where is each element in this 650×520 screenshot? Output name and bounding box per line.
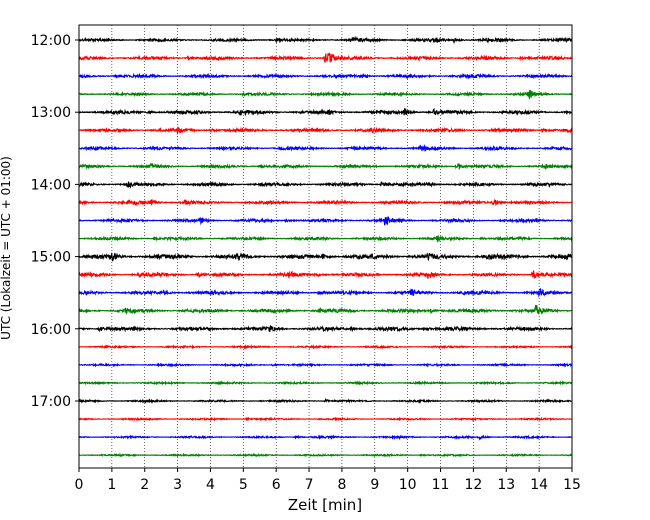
x-tick-label: 10 xyxy=(399,477,417,493)
x-tick-label: 15 xyxy=(563,477,581,493)
trace-1200 xyxy=(78,35,573,45)
x-tick-label: 3 xyxy=(173,477,182,493)
trace-1700 xyxy=(78,397,573,405)
y-tick-label: 16:00 xyxy=(31,322,71,338)
trace-1530 xyxy=(78,287,573,298)
trace-1345 xyxy=(78,162,573,171)
y-axis-label: UTC (Lokalzeit = UTC + 01:00) xyxy=(0,156,13,340)
trace-1415 xyxy=(78,198,573,207)
trace-1500 xyxy=(78,252,573,262)
y-tick-label: 14:00 xyxy=(31,177,71,193)
trace-1300 xyxy=(78,107,573,116)
trace-1215 xyxy=(78,52,573,63)
x-axis: 0 1 2 3 4 5 6 7 8 9 10 11 12 13 14 15 xyxy=(75,468,581,493)
trace-1730 xyxy=(78,434,573,441)
x-tick-label: 12 xyxy=(464,477,482,493)
trace-1745 xyxy=(78,452,573,458)
trace-1630 xyxy=(78,361,573,368)
x-tick-label: 8 xyxy=(337,477,346,493)
trace-1615 xyxy=(78,343,573,350)
plot-frame xyxy=(78,24,573,469)
x-tick-label: 6 xyxy=(272,477,281,493)
trace-1430 xyxy=(78,215,573,226)
x-tick-label: 4 xyxy=(206,477,215,493)
x-tick-label: 5 xyxy=(239,477,248,493)
trace-1245 xyxy=(78,90,573,100)
x-tick-label: 1 xyxy=(107,477,116,493)
y-tick-label: 12:00 xyxy=(31,33,71,49)
trace-1330 xyxy=(78,144,573,152)
trace-1600 xyxy=(78,325,573,333)
x-tick-label: 2 xyxy=(140,477,149,493)
trace-1315 xyxy=(78,126,573,135)
x-tick-label: 13 xyxy=(497,477,515,493)
y-axis: 12:00 13:00 14:00 15:00 16:00 17:00 xyxy=(31,33,79,410)
trace-1645 xyxy=(78,380,573,386)
y-tick-label: 17:00 xyxy=(31,394,71,410)
trace-1400 xyxy=(78,180,573,189)
seismic-traces xyxy=(78,35,573,458)
trace-1515 xyxy=(78,270,573,279)
x-tick-label: 9 xyxy=(370,477,379,493)
x-axis-label: Zeit [min] xyxy=(288,496,362,514)
grid-lines xyxy=(111,25,540,468)
trace-1545 xyxy=(78,304,573,315)
plot-area-background xyxy=(79,25,572,468)
trace-1230 xyxy=(78,72,573,80)
y-tick-label: 13:00 xyxy=(31,105,71,121)
y-tick-label: 15:00 xyxy=(31,250,71,266)
trace-1445 xyxy=(78,235,573,243)
x-tick-label: 7 xyxy=(305,477,314,493)
x-tick-label: 14 xyxy=(530,477,548,493)
x-tick-label: 0 xyxy=(75,477,84,493)
x-tick-label: 11 xyxy=(432,477,450,493)
trace-1715 xyxy=(78,416,573,422)
